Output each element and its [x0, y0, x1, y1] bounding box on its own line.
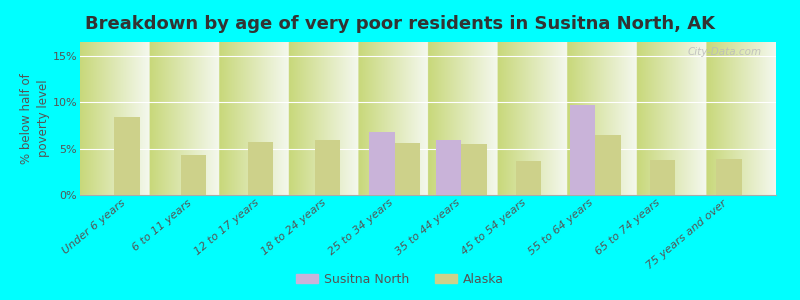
Y-axis label: % below half of
poverty level: % below half of poverty level [20, 73, 50, 164]
Bar [650, 160, 675, 195]
Bar [248, 142, 274, 195]
Bar [315, 140, 340, 195]
Bar [181, 155, 206, 195]
Bar [595, 135, 621, 195]
Bar [717, 159, 742, 195]
Bar [570, 105, 595, 195]
Bar [516, 161, 541, 195]
Bar [436, 140, 462, 195]
Bar [114, 117, 139, 195]
Bar [394, 143, 420, 195]
Bar [369, 132, 394, 195]
Text: Breakdown by age of very poor residents in Susitna North, AK: Breakdown by age of very poor residents … [85, 15, 715, 33]
Bar [462, 144, 487, 195]
Legend: Susitna North, Alaska: Susitna North, Alaska [290, 268, 510, 291]
Text: City-Data.com: City-Data.com [688, 46, 762, 57]
